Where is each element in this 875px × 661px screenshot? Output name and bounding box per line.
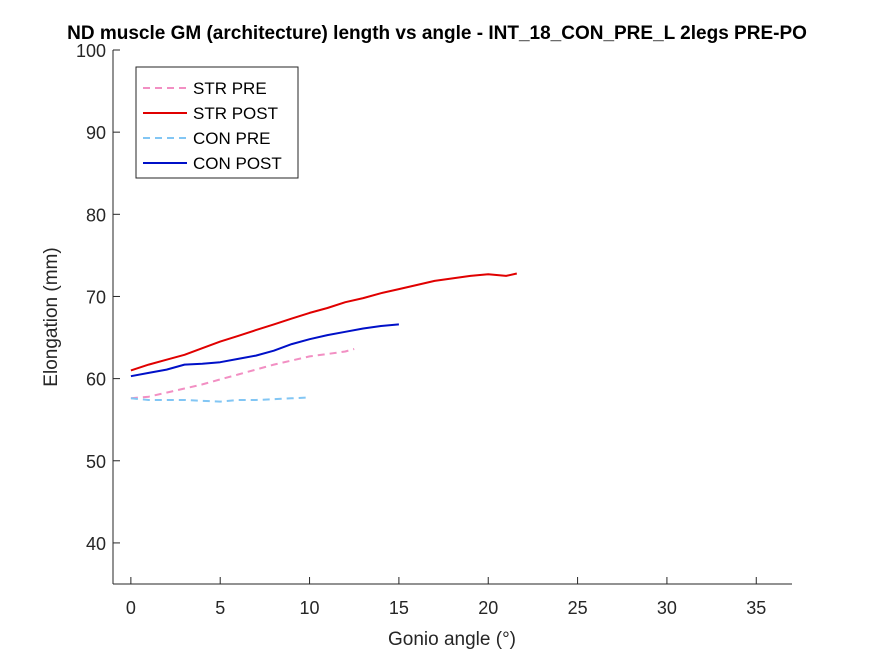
x-tick-label: 20: [478, 598, 498, 618]
x-axis: 0 5 10 15 20 25 30 35: [126, 577, 766, 618]
x-tick-label: 25: [568, 598, 588, 618]
y-axis-label: Elongation (mm): [41, 247, 62, 386]
x-tick-label: 35: [746, 598, 766, 618]
x-axis-label: Gonio angle (°): [388, 629, 516, 650]
y-tick-label: 50: [86, 452, 106, 472]
legend-label: CON POST: [193, 154, 282, 173]
y-axis: 40 50 60 70 80 90 100: [76, 41, 120, 554]
x-tick-label: 10: [300, 598, 320, 618]
y-tick-label: 80: [86, 205, 106, 225]
legend-label: CON PRE: [193, 129, 270, 148]
y-tick-label: 60: [86, 370, 106, 390]
legend-label: STR POST: [193, 104, 278, 123]
series-layer: [130, 272, 518, 403]
series-line-4: [130, 323, 399, 378]
x-tick-label: 15: [389, 598, 409, 618]
y-tick-label: 90: [86, 123, 106, 143]
x-tick-label: 30: [657, 598, 677, 618]
x-tick-label: 5: [215, 598, 225, 618]
y-tick-label: 100: [76, 41, 106, 61]
chart-title: ND muscle GM (architecture) length vs an…: [67, 23, 807, 44]
legend-box: [135, 66, 299, 179]
legend: STR PRE STR POST CON PRE CON POST: [135, 66, 299, 179]
y-tick-label: 40: [86, 534, 106, 554]
y-tick-label: 70: [86, 287, 106, 307]
series-line-1: [130, 348, 355, 400]
x-tick-label: 0: [126, 598, 136, 618]
legend-label: STR PRE: [193, 79, 267, 98]
series-line-2: [130, 272, 518, 372]
series-line-3: [130, 396, 310, 403]
